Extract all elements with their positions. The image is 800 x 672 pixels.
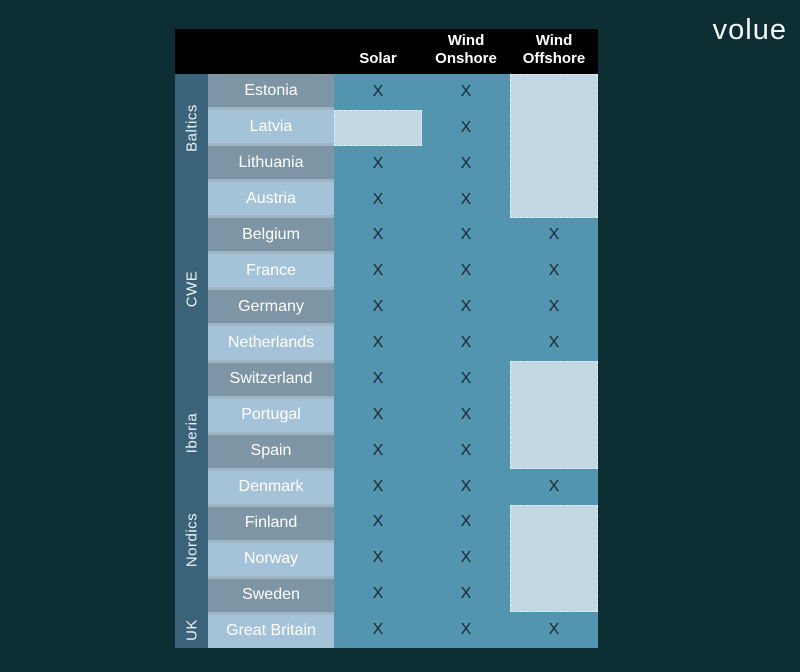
mark-cell-great-britain-wind-offshore: X bbox=[548, 621, 560, 639]
mark-cell-lithuania-solar: X bbox=[372, 154, 384, 172]
mark-cell-great-britain-solar: X bbox=[372, 621, 384, 639]
mark-cell-germany-wind-offshore: X bbox=[548, 298, 560, 316]
region-label-iberia: Iberia bbox=[183, 412, 200, 454]
column-header-wind-offshore: Wind Offshore bbox=[522, 32, 586, 67]
mark-cell-norway-wind-onshore: X bbox=[460, 549, 472, 567]
empty-cell-latvia-wind-offshore bbox=[510, 110, 598, 146]
mark-cell-belgium-solar: X bbox=[372, 226, 384, 244]
mark-cell-france-wind-offshore: X bbox=[548, 262, 560, 280]
country-cell-latvia: Latvia bbox=[208, 110, 334, 144]
country-cell-netherlands: Netherlands bbox=[208, 326, 334, 360]
region-label-uk: UK bbox=[183, 619, 200, 641]
empty-cell-estonia-wind-offshore bbox=[510, 74, 598, 110]
mark-cell-france-solar: X bbox=[372, 262, 384, 280]
mark-cell-austria-solar: X bbox=[372, 190, 384, 208]
empty-cell-norway-wind-offshore bbox=[510, 540, 598, 576]
coverage-table: Solar Wind Onshore Wind Offshore Baltics CW… bbox=[175, 29, 598, 648]
not-available-block bbox=[510, 361, 598, 469]
country-cell-finland: Finland bbox=[208, 506, 334, 540]
country-cell-belgium: Belgium bbox=[208, 218, 334, 252]
country-cell-denmark: Denmark bbox=[208, 470, 334, 504]
country-cell-great-britain: Great Britain bbox=[208, 614, 334, 648]
mark-cell-portugal-solar: X bbox=[372, 405, 384, 423]
empty-cell-spain-wind-offshore bbox=[510, 433, 598, 469]
table-body: Baltics CWE Iberia Nordics UK Estonia Latvia L… bbox=[175, 74, 598, 648]
table-header: Solar Wind Onshore Wind Offshore bbox=[175, 29, 598, 74]
mark-cell-france-wind-onshore: X bbox=[460, 262, 472, 280]
volue-logo: volue bbox=[712, 14, 787, 46]
mark-cell-switzerland-solar: X bbox=[372, 369, 384, 387]
mark-cell-spain-wind-onshore: X bbox=[460, 441, 472, 459]
column-header-wind-onshore: Wind Onshore bbox=[435, 32, 497, 67]
mark-cell-portugal-wind-onshore: X bbox=[460, 405, 472, 423]
empty-cell-finland-wind-offshore bbox=[510, 505, 598, 541]
country-column: Estonia Latvia Lithuania Austria Belgium Fran… bbox=[208, 74, 334, 648]
not-available-block bbox=[334, 109, 422, 146]
country-cell-lithuania: Lithuania bbox=[208, 146, 334, 180]
mark-cell-germany-wind-onshore: X bbox=[460, 298, 472, 316]
country-cell-germany: Germany bbox=[208, 290, 334, 324]
header-spacer bbox=[175, 29, 334, 74]
region-label-nordics: Nordics bbox=[183, 513, 200, 568]
mark-cell-netherlands-wind-offshore: X bbox=[548, 334, 560, 352]
column-header-solar: Solar bbox=[359, 50, 397, 67]
mark-cell-spain-solar: X bbox=[372, 441, 384, 459]
country-cell-sweden: Sweden bbox=[208, 578, 334, 612]
mark-cell-denmark-wind-offshore: X bbox=[548, 477, 560, 495]
mark-cell-sweden-solar: X bbox=[372, 585, 384, 603]
country-cell-spain: Spain bbox=[208, 434, 334, 468]
country-cell-estonia: Estonia bbox=[208, 74, 334, 108]
mark-cell-sweden-wind-onshore: X bbox=[460, 585, 472, 603]
mark-cell-belgium-wind-onshore: X bbox=[460, 226, 472, 244]
mark-cell-finland-wind-onshore: X bbox=[460, 513, 472, 531]
mark-cell-great-britain-wind-onshore: X bbox=[460, 621, 472, 639]
empty-cell-sweden-wind-offshore bbox=[510, 576, 598, 612]
mark-cell-netherlands-wind-onshore: X bbox=[460, 334, 472, 352]
mark-cell-denmark-wind-onshore: X bbox=[460, 477, 472, 495]
mark-cell-netherlands-solar: X bbox=[372, 334, 384, 352]
mark-cell-latvia-wind-onshore: X bbox=[460, 118, 472, 136]
empty-cell-austria-wind-offshore bbox=[510, 182, 598, 218]
region-column: Baltics CWE Iberia Nordics UK bbox=[175, 74, 208, 648]
mark-cell-norway-solar: X bbox=[372, 549, 384, 567]
not-available-block bbox=[510, 74, 598, 218]
empty-cell-switzerland-wind-offshore bbox=[510, 361, 598, 397]
country-cell-france: France bbox=[208, 254, 334, 288]
mark-cell-belgium-wind-offshore: X bbox=[548, 226, 560, 244]
mark-cell-estonia-solar: X bbox=[372, 82, 384, 100]
region-label-cwe: CWE bbox=[183, 271, 200, 308]
country-cell-portugal: Portugal bbox=[208, 398, 334, 432]
not-available-block bbox=[510, 504, 598, 613]
country-cell-norway: Norway bbox=[208, 542, 334, 576]
region-label-baltics: Baltics bbox=[183, 103, 200, 152]
country-cell-switzerland: Switzerland bbox=[208, 362, 334, 396]
mark-cell-switzerland-wind-onshore: X bbox=[460, 369, 472, 387]
mark-cell-germany-solar: X bbox=[372, 298, 384, 316]
mark-cell-austria-wind-onshore: X bbox=[460, 190, 472, 208]
country-cell-austria: Austria bbox=[208, 182, 334, 216]
mark-cell-denmark-solar: X bbox=[372, 477, 384, 495]
mark-cell-estonia-wind-onshore: X bbox=[460, 82, 472, 100]
empty-cell-lithuania-wind-offshore bbox=[510, 146, 598, 182]
empty-cell-latvia-solar bbox=[334, 110, 422, 146]
empty-cell-portugal-wind-offshore bbox=[510, 397, 598, 433]
mark-cell-lithuania-wind-onshore: X bbox=[460, 154, 472, 172]
mark-cell-finland-solar: X bbox=[372, 513, 384, 531]
